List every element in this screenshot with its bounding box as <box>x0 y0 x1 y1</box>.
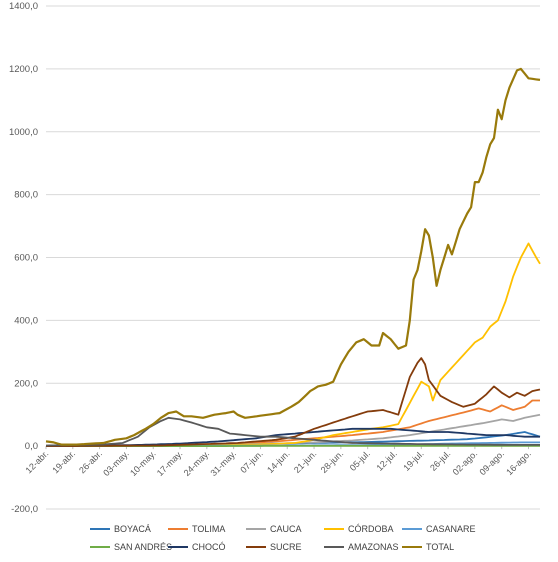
x-tick-label: 09-ago. <box>477 448 506 477</box>
legend-label: CÓRDOBA <box>348 524 394 534</box>
x-tick-label: 26-jul. <box>428 448 452 472</box>
x-tick-label: 16-ago. <box>504 448 533 477</box>
x-tick-label: 17-may. <box>155 448 185 478</box>
x-tick-label: 12-jul. <box>374 448 398 472</box>
x-tick-label: 12-abr. <box>24 448 51 475</box>
x-tick-label: 19-abr. <box>50 448 77 475</box>
legend-item: AMAZONAS <box>324 542 399 552</box>
legend-item: CASANARE <box>402 524 476 534</box>
x-tick-label: 07-jun. <box>238 448 265 475</box>
y-tick-label: -200,0 <box>11 504 38 515</box>
y-tick-label: 200,0 <box>14 378 38 389</box>
x-axis: 12-abr. 19-abr. 26-abr.03-may.10-may.17-ma… <box>24 446 533 478</box>
y-tick-label: 1400,0 <box>9 1 38 12</box>
series-layer <box>45 67 541 447</box>
legend-label: AMAZONAS <box>348 542 399 552</box>
series-line-c-rdoba <box>46 242 541 447</box>
legend-label: SAN ANDRÉS <box>114 542 172 552</box>
series-line-amazonas <box>45 416 540 447</box>
x-tick-label: 28-jun. <box>319 448 346 475</box>
legend-label: BOYACÁ <box>114 524 151 534</box>
legend: BOYACÁ TOLIMA CAUCA CÓRDOBA CASANARE SAN ANDR… <box>90 524 476 552</box>
legend-label: TOTAL <box>426 542 454 552</box>
y-axis: -200,0 0,0 200,0 400,0 600,0 800,0 1000,0 1200,… <box>9 1 38 515</box>
x-tick-label: 31-may. <box>208 448 238 478</box>
x-tick-label: 26-abr. <box>77 448 104 475</box>
legend-item: CHOCÓ <box>168 542 226 552</box>
x-tick-label: 10-may. <box>128 448 158 478</box>
legend-label: TOLIMA <box>192 524 225 534</box>
legend-item: BOYACÁ <box>90 524 151 534</box>
y-tick-label: 600,0 <box>14 253 38 264</box>
x-tick-label: 24-may. <box>182 448 212 478</box>
legend-item: TOLIMA <box>168 524 225 534</box>
y-tick-label: 800,0 <box>14 190 38 201</box>
series-line-total <box>45 67 541 446</box>
legend-item: CÓRDOBA <box>324 524 394 534</box>
series-line-sucre <box>46 357 541 447</box>
x-tick-label: 21-jun. <box>292 448 319 475</box>
series-line-cauca <box>46 413 541 447</box>
y-tick-label: 1200,0 <box>9 64 38 75</box>
y-tick-label: 0,0 <box>25 441 38 452</box>
legend-label: SUCRE <box>270 542 302 552</box>
legend-item: SAN ANDRÉS <box>90 542 172 552</box>
x-tick-label: 05-jul. <box>348 448 372 472</box>
x-tick-label: 03-may. <box>101 448 131 478</box>
x-tick-label: 14-jun. <box>265 448 292 475</box>
legend-item: TOTAL <box>402 542 454 552</box>
legend-label: CAUCA <box>270 524 302 534</box>
y-tick-label: 400,0 <box>14 315 38 326</box>
x-tick-label: 19-jul. <box>401 448 425 472</box>
legend-item: SUCRE <box>246 542 302 552</box>
legend-label: CHOCÓ <box>192 542 226 552</box>
x-tick-label: 02-ago. <box>451 448 480 477</box>
legend-item: CAUCA <box>246 524 302 534</box>
legend-label: CASANARE <box>426 524 476 534</box>
y-tick-label: 1000,0 <box>9 127 38 138</box>
